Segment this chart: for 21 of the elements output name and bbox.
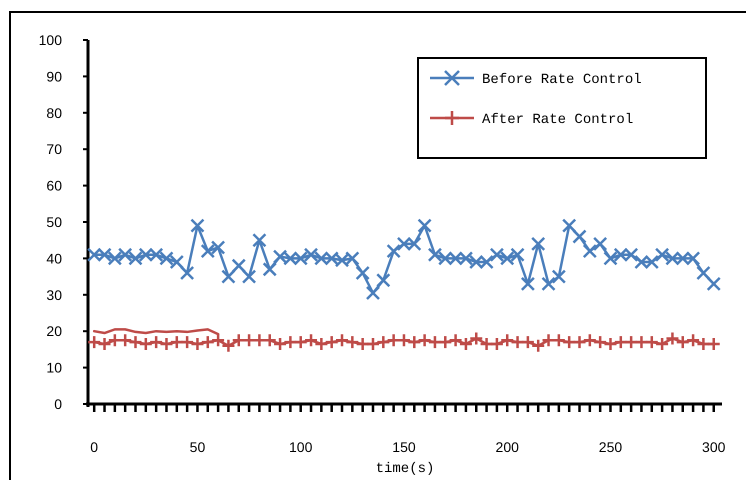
x-tick-label: 0 — [90, 439, 98, 455]
y-tick-label: 90 — [46, 68, 62, 84]
x-tick-label: 250 — [598, 439, 622, 455]
y-tick-label: 70 — [46, 141, 62, 158]
x-tick-label: 50 — [190, 439, 206, 455]
x-tick-label: 100 — [289, 439, 313, 455]
y-tick-label: 80 — [46, 104, 62, 121]
y-tick-label: 100 — [38, 32, 62, 48]
x-axis-title: time(s) — [376, 461, 434, 477]
y-tick-label: 20 — [46, 323, 62, 340]
y-tick-label: 40 — [46, 250, 62, 266]
y-tick-label: 30 — [46, 286, 62, 303]
y-tick-label: 60 — [46, 178, 62, 194]
y-tick-label: 0 — [54, 396, 62, 412]
y-tick-label: 50 — [46, 214, 62, 230]
x-tick-label: 150 — [392, 439, 416, 455]
x-tick-label: 300 — [702, 439, 726, 455]
legend-label: After Rate Control — [482, 112, 634, 128]
y-tick-label: 10 — [46, 360, 62, 376]
x-tick-label: 200 — [496, 439, 520, 455]
legend-label: Before Rate Control — [482, 72, 642, 88]
